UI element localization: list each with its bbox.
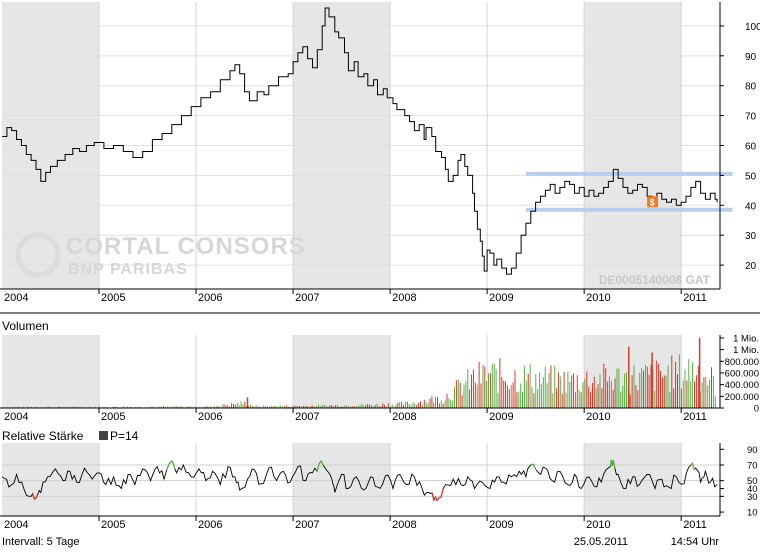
y-tick-label: 1 Mio. bbox=[733, 345, 759, 356]
x-tick-label: 2005 bbox=[101, 519, 125, 531]
dividend-marker bbox=[647, 196, 659, 208]
x-tick-label: 2005 bbox=[101, 292, 125, 304]
x-tick-label: 2007 bbox=[295, 411, 319, 423]
rsi-oversold-segment bbox=[35, 494, 39, 499]
volume-title: Volumen bbox=[2, 319, 49, 333]
y-tick-label: 30 bbox=[747, 492, 758, 503]
x-tick-label: 2007 bbox=[295, 292, 319, 304]
price-line bbox=[2, 7, 718, 275]
x-tick-label: 2009 bbox=[489, 519, 513, 531]
y-tick-label: 400.000 bbox=[725, 380, 759, 391]
rsi-overbought-segment bbox=[172, 463, 176, 470]
y-tick-label: 60 bbox=[745, 142, 757, 153]
y-tick-label: 600.000 bbox=[725, 368, 759, 379]
x-tick-label: 2009 bbox=[489, 292, 513, 304]
rsi-legend-label: P=14 bbox=[110, 429, 139, 443]
year-shade bbox=[293, 335, 391, 408]
rsi-oversold-segment bbox=[438, 496, 442, 499]
rsi-overbought-segment bbox=[316, 463, 320, 472]
year-shade bbox=[2, 443, 100, 516]
x-tick-label: 2008 bbox=[392, 292, 416, 304]
rsi-overbought-segment bbox=[691, 463, 695, 470]
y-tick-label: 1 Mio. bbox=[733, 333, 759, 344]
y-tick-label: 20 bbox=[745, 261, 757, 272]
y-tick-label: 100 bbox=[745, 22, 760, 33]
y-tick-label: 90 bbox=[745, 52, 757, 63]
x-tick-label: 2010 bbox=[586, 519, 610, 531]
date-label: 25.05.2011 bbox=[574, 536, 628, 548]
y-tick-label: 80 bbox=[745, 82, 757, 93]
x-tick-label: 2006 bbox=[198, 411, 222, 423]
y-tick-label: 70 bbox=[747, 460, 758, 471]
y-tick-label: 70 bbox=[745, 112, 757, 123]
x-tick-label: 2008 bbox=[392, 411, 416, 423]
rsi-oversold-segment bbox=[32, 493, 35, 500]
x-tick-label: 2011 bbox=[683, 292, 707, 304]
y-tick-label: 800.000 bbox=[725, 357, 759, 368]
rsi-overbought-segment bbox=[165, 463, 170, 471]
x-tick-label: 2007 bbox=[295, 519, 319, 531]
dividend-marker-label: $ bbox=[650, 197, 655, 207]
x-tick-label: 2010 bbox=[586, 411, 610, 423]
x-tick-label: 2006 bbox=[198, 292, 222, 304]
watermark-subtext: BNP PARIBAS bbox=[68, 261, 188, 278]
x-tick-label: 2004 bbox=[4, 519, 28, 531]
year-shade bbox=[293, 443, 391, 516]
rsi-oversold-segment bbox=[431, 492, 435, 501]
year-shade bbox=[584, 335, 682, 408]
rsi-title: Relative Stärke bbox=[2, 429, 84, 443]
rsi-oversold-segment bbox=[440, 488, 444, 498]
x-tick-label: 2004 bbox=[4, 292, 28, 304]
rsi-overbought-segment bbox=[320, 460, 324, 466]
x-tick-label: 2009 bbox=[489, 411, 513, 423]
interval-label: Intervall: 5 Tage bbox=[2, 536, 79, 548]
rsi-line bbox=[1, 459, 718, 502]
y-tick-label: 90 bbox=[747, 445, 758, 456]
rsi-overbought-segment bbox=[171, 460, 174, 464]
y-tick-label: 30 bbox=[745, 231, 757, 242]
x-tick-label: 2006 bbox=[198, 519, 222, 531]
rsi-legend-swatch bbox=[99, 431, 108, 440]
rsi-oversold-segment bbox=[33, 497, 37, 500]
x-tick-label: 2004 bbox=[4, 411, 28, 423]
rsi-oversold-segment bbox=[436, 497, 440, 501]
x-tick-label: 2005 bbox=[101, 411, 125, 423]
isin-annotation: DE0005140008 GAT bbox=[599, 273, 711, 287]
x-tick-label: 2008 bbox=[392, 519, 416, 531]
y-tick-label: 40 bbox=[747, 484, 758, 495]
y-tick-label: 50 bbox=[745, 171, 757, 182]
year-shade bbox=[2, 335, 100, 408]
y-tick-label: 40 bbox=[745, 201, 757, 212]
x-tick-label: 2010 bbox=[586, 292, 610, 304]
x-tick-label: 2011 bbox=[683, 411, 707, 423]
time-label: 14:54 Uhr bbox=[671, 536, 720, 548]
y-tick-label: 0 bbox=[754, 404, 759, 415]
y-tick-label: 10 bbox=[747, 508, 758, 519]
watermark-text: CORTAL CONSORS bbox=[66, 233, 306, 260]
footer: Intervall: 5 Tage 25.05.2011 14:54 Uhr bbox=[2, 536, 719, 548]
rsi-overbought-segment bbox=[612, 460, 616, 469]
rsi-overbought-segment bbox=[532, 463, 537, 471]
x-tick-label: 2011 bbox=[683, 519, 707, 531]
rsi-overbought-segment bbox=[530, 463, 534, 466]
y-tick-label: 200.000 bbox=[725, 392, 759, 403]
y-tick-label: 50 bbox=[747, 476, 758, 487]
logo-icon bbox=[15, 232, 61, 278]
